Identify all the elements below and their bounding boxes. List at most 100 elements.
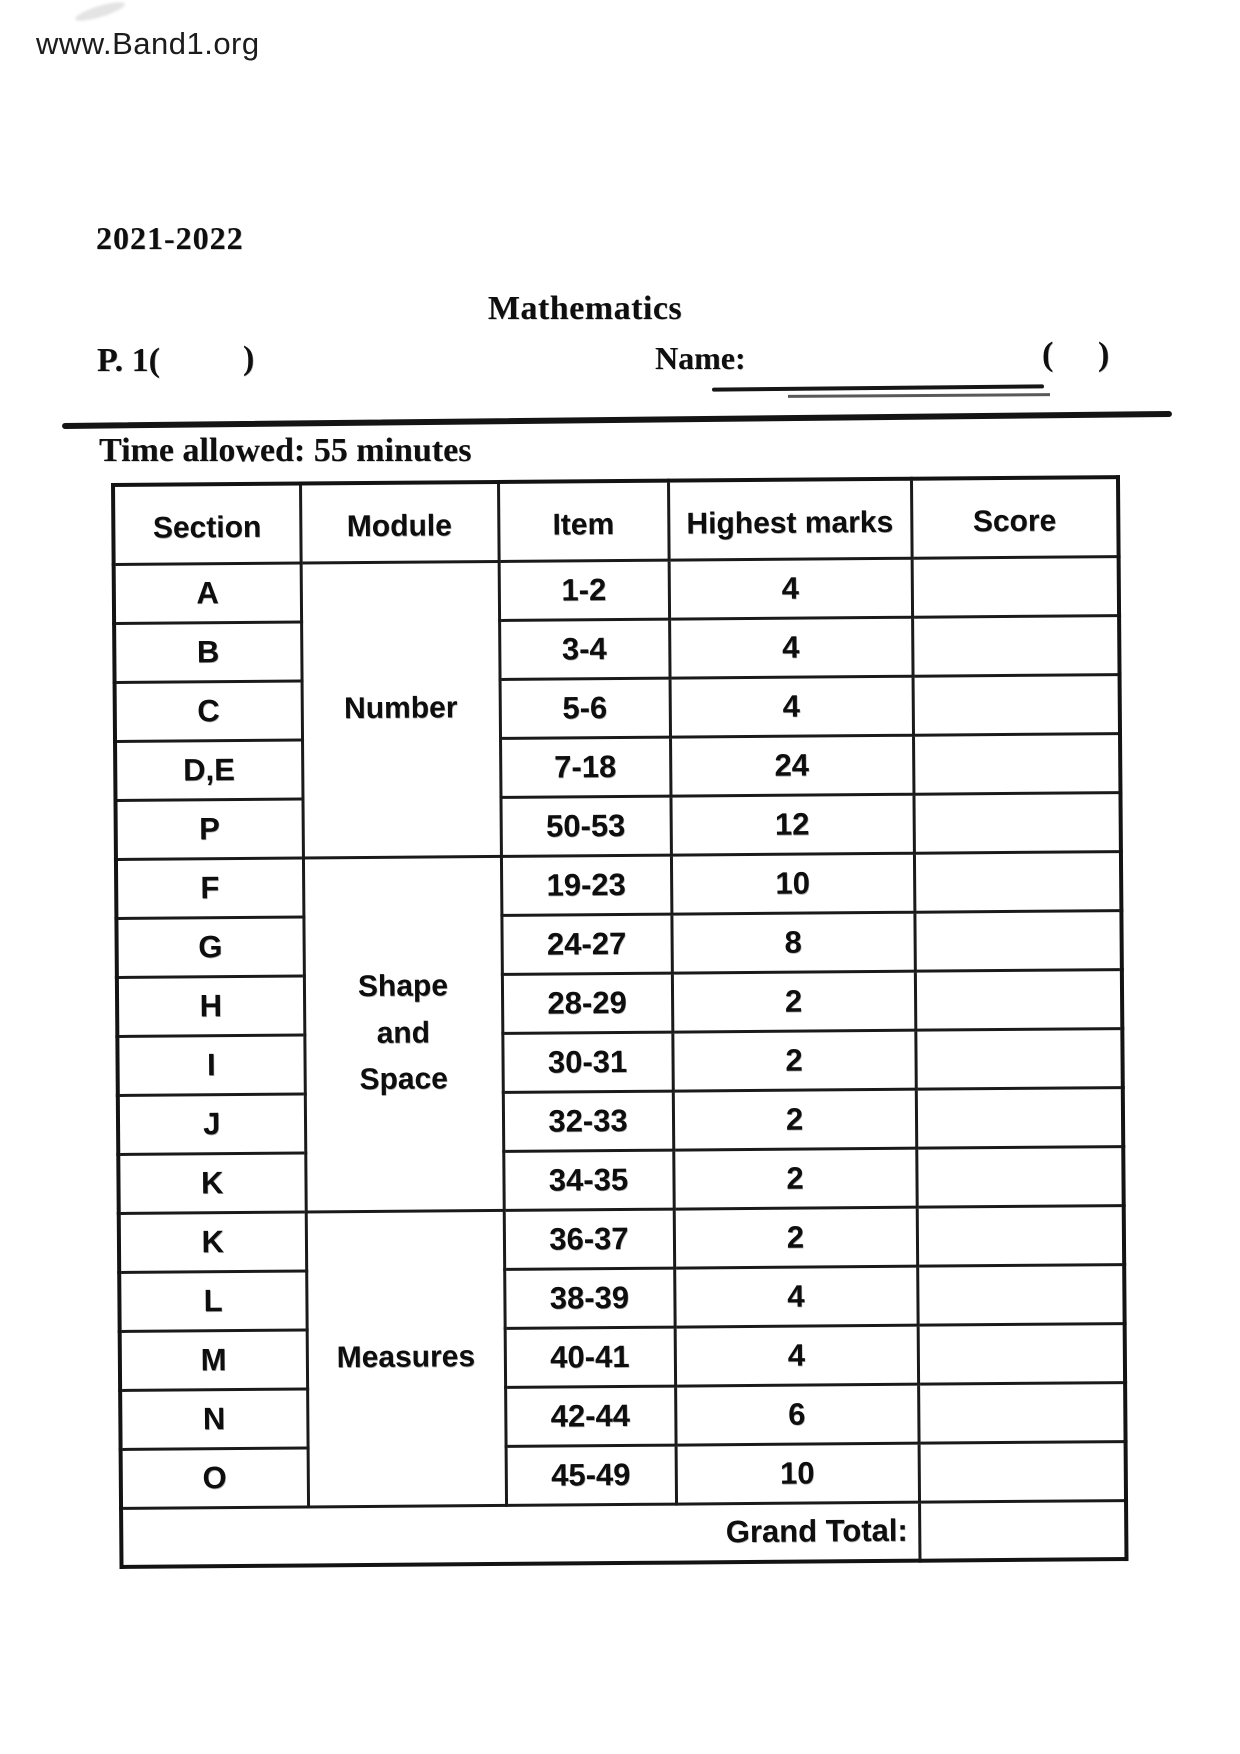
item-cell: 1-2 — [498, 559, 670, 620]
section-cell: G — [116, 916, 304, 977]
item-cell: 50-53 — [500, 795, 671, 856]
highest-marks-cell: 4 — [668, 557, 913, 619]
name-paren-open: ( — [1042, 336, 1054, 373]
score-cell — [916, 1205, 1125, 1266]
item-cell: 30-31 — [502, 1031, 673, 1092]
table-row: D,E 7-18 24 — [115, 733, 1121, 800]
header-score: Score — [910, 477, 1119, 558]
section-cell: J — [117, 1093, 306, 1154]
highest-marks-cell: 2 — [672, 1088, 917, 1150]
table-body: A Number 1-2 4 B 3-4 4 C 5-6 4 D,E 7-18 24 P 50-53 12 F S… — [113, 556, 1127, 1508]
name-underline — [711, 384, 1045, 392]
score-cell — [913, 792, 1121, 853]
marks-table-wrapper: Section Module Item Highest marks Score … — [111, 475, 1129, 1569]
item-cell: 28-29 — [501, 972, 673, 1033]
highest-marks-cell: 2 — [673, 1147, 917, 1209]
highest-marks-cell: 10 — [675, 1442, 920, 1504]
time-allowed: Time allowed: 55 minutes — [99, 432, 472, 469]
name-underline-stroke — [787, 393, 1051, 398]
score-cell — [915, 1028, 1123, 1089]
module-cell: Measures — [305, 1209, 507, 1507]
score-cell — [916, 1146, 1124, 1207]
class-paren-close: ) — [243, 340, 255, 377]
highest-marks-cell: 4 — [674, 1265, 918, 1327]
header-divider-rule — [62, 410, 1173, 430]
score-cell — [918, 1382, 1126, 1443]
section-cell: M — [119, 1329, 308, 1390]
table-header: Section Module Item Highest marks Score — [113, 477, 1119, 564]
section-cell: L — [119, 1270, 307, 1331]
score-cell — [912, 674, 1120, 735]
name-paren-close: ) — [1098, 336, 1110, 373]
grand-total-row: Grand Total: — [121, 1500, 1127, 1567]
section-cell: H — [116, 975, 305, 1036]
table-row: G 24-27 8 — [116, 910, 1122, 977]
item-cell: 34-35 — [503, 1149, 674, 1210]
highest-marks-cell: 12 — [670, 793, 914, 855]
highest-marks-cell: 4 — [669, 675, 914, 737]
highest-marks-cell: 24 — [670, 734, 914, 796]
score-cell — [914, 910, 1122, 971]
section-cell: K — [118, 1152, 306, 1213]
score-cell — [912, 615, 1120, 676]
highest-marks-cell: 2 — [673, 1206, 918, 1268]
table-row: I 30-31 2 — [117, 1028, 1123, 1095]
item-cell: 19-23 — [500, 854, 672, 915]
table-row: K Measures 36-37 2 — [118, 1205, 1125, 1507]
highest-marks-cell: 2 — [672, 1029, 916, 1091]
table-row: A Number 1-2 4 — [113, 556, 1120, 858]
name-label: Name: — [655, 340, 746, 376]
highest-marks-cell: 8 — [671, 911, 915, 973]
module-cell: Number — [300, 560, 501, 858]
item-cell: 5-6 — [499, 677, 671, 738]
highest-marks-cell: 10 — [670, 852, 915, 914]
section-cell: O — [120, 1447, 309, 1508]
score-cell — [913, 733, 1121, 794]
item-cell: 40-41 — [504, 1326, 676, 1387]
section-cell: A — [113, 562, 302, 623]
item-cell: 45-49 — [505, 1444, 677, 1505]
score-cell — [917, 1264, 1125, 1325]
score-cell — [918, 1441, 1127, 1502]
highest-marks-cell: 4 — [669, 616, 913, 678]
score-cell — [913, 851, 1122, 912]
table-row: J 32-33 2 — [117, 1087, 1124, 1154]
section-cell: N — [120, 1388, 308, 1449]
score-cell — [917, 1323, 1126, 1384]
item-cell: 42-44 — [505, 1385, 676, 1446]
score-cell — [914, 969, 1123, 1030]
header-module: Module — [300, 481, 499, 563]
header-section: Section — [113, 483, 301, 564]
section-cell: B — [114, 621, 302, 682]
item-cell: 24-27 — [501, 913, 672, 974]
score-cell — [915, 1087, 1124, 1148]
section-cell: C — [114, 680, 303, 741]
header-item: Item — [498, 480, 669, 561]
table-row: M 40-41 4 — [119, 1323, 1126, 1390]
highest-marks-cell: 6 — [675, 1383, 919, 1445]
highest-marks-cell: 2 — [671, 970, 916, 1032]
table-row: B 3-4 4 — [114, 615, 1120, 682]
section-cell: P — [115, 798, 303, 859]
item-cell: 3-4 — [499, 618, 670, 679]
marks-table: Section Module Item Highest marks Score … — [111, 475, 1129, 1569]
table-row: L 38-39 4 — [119, 1264, 1125, 1331]
score-cell — [911, 556, 1120, 617]
table-row: F Shape and Space 19-23 10 — [115, 851, 1122, 1212]
table-row: N 42-44 6 — [120, 1382, 1126, 1449]
section-cell: I — [117, 1034, 305, 1095]
watermark-url: www.Band1.org — [36, 26, 260, 61]
section-cell: D,E — [115, 739, 303, 800]
grand-total-label: Grand Total: — [121, 1501, 920, 1567]
table-header-row: Section Module Item Highest marks Score — [113, 477, 1119, 564]
table-row: H 28-29 2 — [116, 969, 1123, 1036]
item-cell: 38-39 — [504, 1267, 675, 1328]
table-row: C 5-6 4 — [114, 674, 1120, 741]
item-cell: 7-18 — [500, 736, 671, 797]
table-row: P 50-53 12 — [115, 792, 1121, 859]
module-cell: Shape and Space — [302, 855, 504, 1212]
section-cell: K — [118, 1211, 307, 1272]
subject-title: Mathematics — [487, 290, 683, 327]
table-row: O 45-49 10 — [120, 1441, 1127, 1508]
item-cell: 32-33 — [502, 1090, 674, 1151]
